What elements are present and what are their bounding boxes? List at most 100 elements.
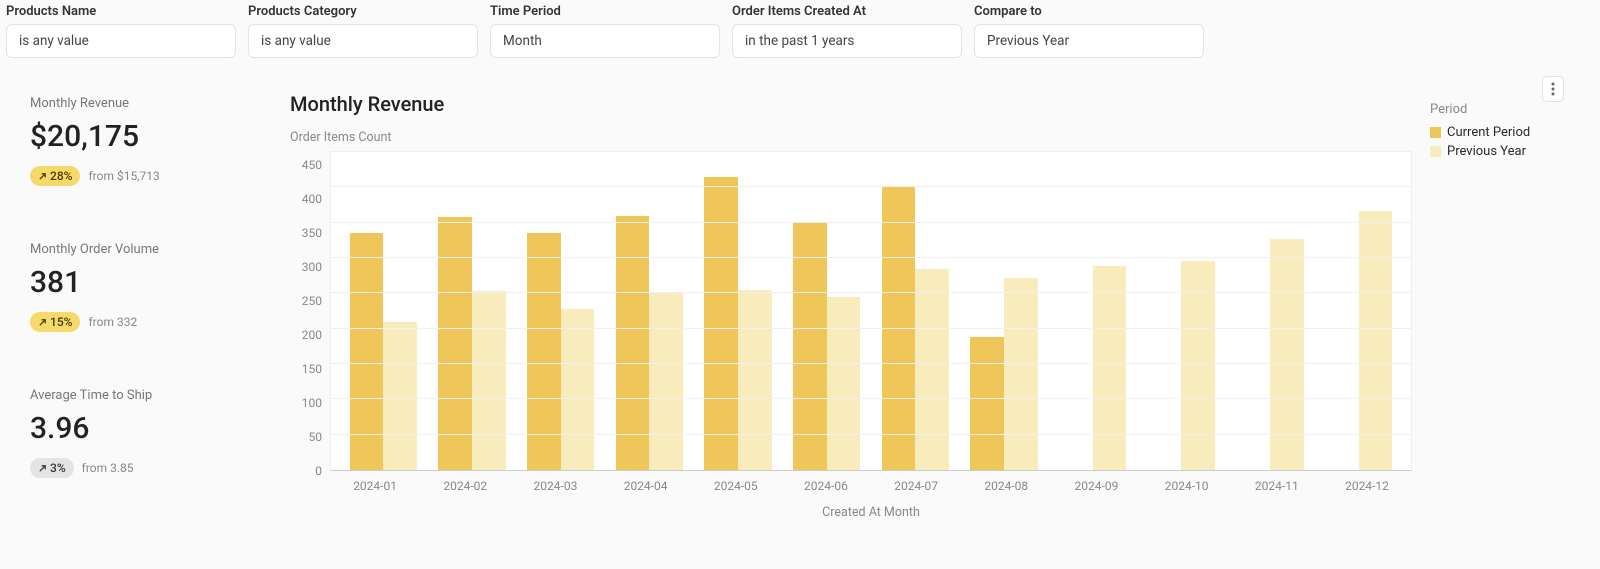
bar[interactable]: [738, 290, 772, 470]
delta-from: from $15,713: [88, 169, 159, 183]
filter-label: Time Period: [490, 4, 720, 19]
x-tick: 2024-05: [691, 479, 781, 493]
gridline: [331, 398, 1411, 399]
metric-title: Average Time to Ship: [30, 388, 270, 403]
gridline: [331, 186, 1411, 187]
bar-group: [960, 152, 1049, 470]
chart-title: Monthly Revenue: [290, 92, 1412, 116]
x-tick: 2024-07: [871, 479, 961, 493]
delta-badge: 28%: [30, 166, 80, 186]
delta-pct: 3%: [50, 461, 66, 475]
arrow-up-right-icon: [38, 318, 47, 327]
legend-label: Previous Year: [1447, 144, 1526, 159]
filter-products-name: Products Name is any value: [6, 4, 236, 58]
bar[interactable]: [1359, 211, 1393, 470]
bar-group: [605, 152, 694, 470]
gridline: [331, 434, 1411, 435]
gridline: [331, 363, 1411, 364]
bar[interactable]: [1270, 239, 1304, 470]
y-tick: 150: [302, 362, 322, 376]
x-tick: 2024-02: [420, 479, 510, 493]
x-tick: 2024-08: [961, 479, 1051, 493]
bar[interactable]: [438, 217, 472, 470]
filter-order-items-created-at: Order Items Created At in the past 1 year…: [732, 4, 962, 58]
y-tick: 200: [302, 328, 322, 342]
bar[interactable]: [472, 291, 506, 470]
x-tick: 2024-01: [330, 479, 420, 493]
y-tick: 300: [302, 260, 322, 274]
bar-group: [871, 152, 960, 470]
y-axis-title: Order Items Count: [290, 130, 1412, 145]
metric-title: Monthly Revenue: [30, 96, 270, 111]
y-tick: 350: [302, 226, 322, 240]
filter-label: Compare to: [974, 4, 1204, 19]
filter-input[interactable]: is any value: [6, 24, 236, 58]
bar[interactable]: [561, 309, 595, 470]
x-tick: 2024-04: [601, 479, 691, 493]
legend-swatch: [1430, 127, 1441, 138]
bar[interactable]: [970, 337, 1004, 470]
filter-compare-to: Compare to Previous Year: [974, 4, 1204, 58]
y-tick: 50: [309, 430, 323, 444]
metric-value: 381: [30, 265, 270, 300]
bar[interactable]: [383, 322, 417, 470]
bar[interactable]: [616, 216, 650, 470]
bar[interactable]: [1004, 278, 1038, 470]
gridline: [331, 328, 1411, 329]
filter-input[interactable]: Previous Year: [974, 24, 1204, 58]
monthly-revenue-chart: Monthly Revenue Order Items Count 0 50 100…: [290, 92, 1412, 520]
filter-products-category: Products Category is any value: [248, 4, 478, 58]
y-tick: 250: [302, 294, 322, 308]
y-tick: 0: [315, 464, 322, 478]
delta-badge: 3%: [30, 458, 74, 478]
bar[interactable]: [915, 269, 949, 470]
bar-group: [339, 152, 428, 470]
y-tick: 450: [302, 158, 322, 172]
delta-from: from 3.85: [82, 461, 134, 475]
filter-input[interactable]: in the past 1 years: [732, 24, 962, 58]
arrow-up-right-icon: [38, 464, 47, 473]
legend-item[interactable]: Previous Year: [1430, 144, 1560, 159]
bar[interactable]: [649, 293, 683, 470]
bar-group: [1137, 152, 1226, 470]
x-tick: 2024-03: [510, 479, 600, 493]
filter-label: Products Name: [6, 4, 236, 19]
delta-pct: 15%: [50, 315, 72, 329]
gridline: [331, 257, 1411, 258]
x-tick: 2024-11: [1232, 479, 1322, 493]
legend-label: Current Period: [1447, 125, 1530, 140]
filter-input[interactable]: is any value: [248, 24, 478, 58]
filter-label: Products Category: [248, 4, 478, 19]
filter-label: Order Items Created At: [732, 4, 962, 19]
bar-group: [1048, 152, 1137, 470]
filter-time-period: Time Period Month: [490, 4, 720, 58]
metric-title: Monthly Order Volume: [30, 242, 270, 257]
legend-swatch: [1430, 146, 1441, 157]
filter-input[interactable]: Month: [490, 24, 720, 58]
y-tick: 400: [302, 192, 322, 206]
x-tick: 2024-10: [1142, 479, 1232, 493]
metric-monthly-revenue: Monthly Revenue $20,175 28% from $15,713: [30, 96, 270, 186]
arrow-up-right-icon: [38, 172, 47, 181]
delta-badge: 15%: [30, 312, 80, 332]
bar-group: [428, 152, 517, 470]
y-tick: 100: [302, 396, 322, 410]
metric-avg-time-to-ship: Average Time to Ship 3.96 3% from 3.85: [30, 388, 270, 478]
metric-value: $20,175: [30, 119, 270, 154]
bar[interactable]: [882, 187, 916, 470]
more-options-button[interactable]: [1542, 76, 1564, 102]
bar-group: [1314, 152, 1403, 470]
x-tick: 2024-12: [1322, 479, 1412, 493]
bar-group: [694, 152, 783, 470]
metric-monthly-order-volume: Monthly Order Volume 381 15% from 332: [30, 242, 270, 332]
gridline: [331, 222, 1411, 223]
delta-pct: 28%: [50, 169, 72, 183]
x-tick: 2024-06: [781, 479, 871, 493]
gridline: [331, 292, 1411, 293]
legend-item[interactable]: Current Period: [1430, 125, 1560, 140]
bar[interactable]: [1093, 266, 1127, 470]
bar[interactable]: [827, 297, 861, 470]
metric-value: 3.96: [30, 411, 270, 446]
bar-group: [516, 152, 605, 470]
chart-legend: Period Current PeriodPrevious Year: [1430, 92, 1560, 520]
